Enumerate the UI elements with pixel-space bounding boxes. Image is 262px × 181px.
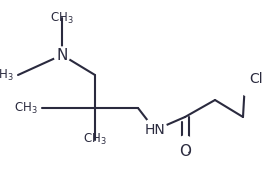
Text: CH$_3$: CH$_3$	[0, 68, 14, 83]
Text: O: O	[179, 144, 191, 159]
Circle shape	[54, 47, 70, 63]
Circle shape	[177, 136, 193, 152]
Text: CH$_3$: CH$_3$	[50, 11, 74, 26]
Text: CH$_3$: CH$_3$	[14, 100, 38, 115]
Text: Cl: Cl	[249, 72, 262, 86]
Circle shape	[239, 76, 259, 96]
Text: CH$_3$: CH$_3$	[83, 132, 107, 147]
Text: N: N	[56, 47, 68, 62]
Text: HN: HN	[145, 123, 165, 137]
Circle shape	[143, 118, 167, 142]
